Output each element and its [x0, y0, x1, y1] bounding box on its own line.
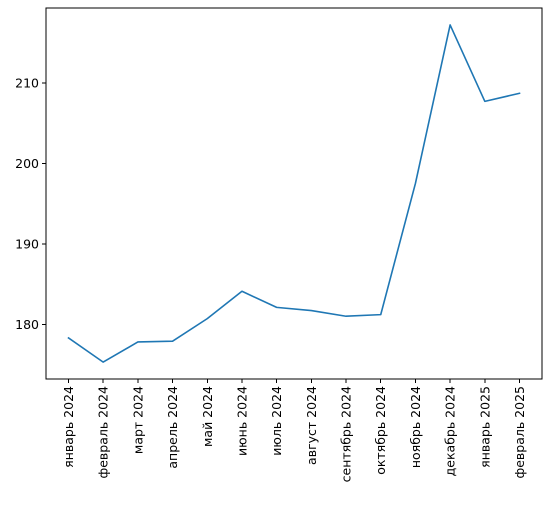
series-line [67, 24, 521, 363]
plot-area [67, 24, 521, 363]
x-tick-label: сентябрь 2024 [339, 386, 354, 482]
y-tick-label: 180 [15, 317, 39, 332]
y-axis: 180 190 200 210 [15, 75, 46, 332]
x-tick-label: февраль 2025 [512, 386, 527, 478]
x-tick-label: январь 2024 [61, 386, 76, 468]
x-tick-label: май 2024 [200, 386, 215, 447]
y-tick-label: 200 [15, 156, 39, 171]
y-tick-label: 210 [15, 75, 39, 90]
axes-frame [45, 7, 543, 380]
x-tick-label: июнь 2024 [234, 386, 249, 456]
x-tick-label: февраль 2024 [96, 386, 111, 479]
x-tick-label: декабрь 2024 [443, 386, 458, 476]
x-tick-label: январь 2025 [477, 386, 492, 468]
x-tick-label: июль 2024 [269, 386, 284, 456]
y-tick-label: 190 [15, 236, 39, 251]
x-tick-label: апрель 2024 [165, 386, 180, 469]
x-axis: январь 2024 февраль 2024 март 2024 апрель 2… [61, 379, 527, 482]
x-tick-label: ноябрь 2024 [408, 386, 423, 468]
x-tick-label: октябрь 2024 [373, 386, 388, 475]
x-tick-label: август 2024 [304, 386, 319, 465]
x-tick-label: март 2024 [130, 386, 145, 454]
